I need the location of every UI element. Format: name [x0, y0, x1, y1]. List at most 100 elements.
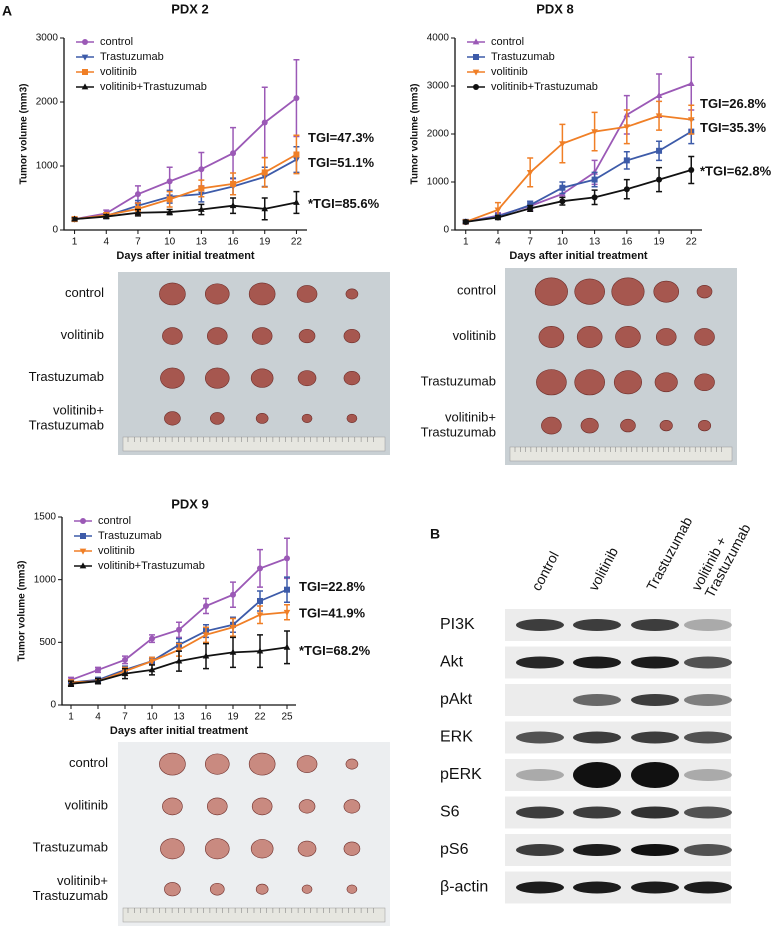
- blot-band: [516, 881, 564, 894]
- tumor: [345, 758, 359, 770]
- x-axis-label: Days after initial treatment: [110, 725, 248, 737]
- y-tick-label: 3000: [36, 33, 59, 44]
- data-point: [202, 632, 210, 639]
- tumor: [251, 327, 273, 345]
- tumor: [250, 368, 274, 388]
- legend-marker: [81, 83, 89, 90]
- data-point: [166, 178, 173, 185]
- tumor: [615, 326, 641, 348]
- tumor: [251, 797, 273, 816]
- photo-row-label-line: volitinib+: [53, 403, 104, 418]
- x-tick-label: 7: [527, 237, 533, 248]
- data-point: [203, 602, 209, 609]
- x-tick-label: 10: [557, 237, 569, 248]
- legend-label: volitinib+Trastuzumab: [98, 560, 205, 572]
- blot-band: [516, 769, 564, 781]
- data-point: [230, 150, 237, 157]
- data-point: [494, 214, 501, 221]
- data-point: [229, 202, 237, 209]
- legend-marker: [82, 39, 88, 45]
- tumor: [694, 373, 715, 392]
- tumor: [248, 282, 276, 306]
- annotation: *TGI=68.2%: [299, 643, 371, 658]
- series-line: [74, 201, 297, 221]
- tumor: [538, 326, 565, 348]
- tumor: [204, 753, 230, 775]
- data-point: [149, 635, 155, 642]
- y-tick-label: 1000: [36, 161, 59, 172]
- blot-band: [684, 619, 732, 631]
- x-tick-label: 19: [259, 237, 271, 248]
- y-tick-label: 0: [52, 225, 58, 236]
- tumor: [255, 883, 269, 895]
- data-point: [95, 666, 101, 673]
- data-point: [166, 208, 173, 215]
- blot-row-label: pERK: [440, 766, 482, 783]
- legend-marker: [80, 533, 86, 539]
- data-point: [94, 677, 102, 684]
- photo-row-label-line: Trastuzumab: [421, 374, 496, 389]
- data-point: [687, 80, 695, 86]
- tumor: [697, 419, 712, 432]
- blot-band: [631, 656, 679, 669]
- data-point: [293, 151, 300, 158]
- data-point: [229, 624, 237, 631]
- photo-row-label-line: control: [457, 283, 496, 298]
- tumor: [204, 283, 230, 305]
- photo-row-label: volitinib: [61, 327, 104, 342]
- x-axis-label: Days after initial treatment: [509, 250, 647, 262]
- tumor: [159, 282, 186, 306]
- legend-label: Trastuzumab: [100, 51, 164, 63]
- y-axis-label: Tumor volume (mm3): [17, 561, 28, 662]
- data-point: [202, 652, 210, 659]
- tumor: [343, 371, 361, 386]
- photo-row-label: volitinib: [65, 798, 108, 813]
- blot-band: [631, 694, 679, 706]
- x-tick-label: 13: [196, 237, 208, 248]
- chart-title: PDX 9: [171, 496, 209, 511]
- data-point: [198, 205, 205, 212]
- photo-row-label-line: control: [69, 756, 108, 771]
- blot-row-label: pAkt: [440, 691, 473, 708]
- legend-label: volitinib: [100, 66, 137, 78]
- blot-column-label: volitinib +Trastuzumab: [688, 514, 754, 600]
- x-tick-label: 16: [621, 237, 633, 248]
- blot-band: [573, 762, 621, 788]
- data-point: [230, 180, 237, 187]
- tumor: [613, 370, 643, 395]
- tumor: [164, 411, 181, 426]
- blot-band: [631, 844, 679, 856]
- photo-row-label: volitinib+ Trastuzumab: [421, 410, 496, 440]
- annotation: TGI=22.8%: [299, 579, 366, 594]
- data-point: [283, 643, 291, 650]
- y-tick-label: 4000: [427, 33, 450, 44]
- blot-column-label: control: [528, 549, 562, 594]
- photo-row-label: control: [65, 285, 104, 300]
- tumor: [162, 327, 183, 345]
- data-point: [256, 612, 264, 619]
- legend-marker: [472, 69, 480, 76]
- blot-column-label-line: control: [528, 549, 562, 594]
- blot-row-label: β-actin: [440, 879, 488, 896]
- blot-row-label: ERK: [440, 729, 473, 746]
- series-line: [465, 169, 692, 223]
- tumor: [343, 841, 361, 856]
- x-tick-label: 4: [495, 237, 501, 248]
- blot-row-label: Akt: [440, 654, 464, 671]
- panel-label: B: [430, 526, 440, 542]
- blot-band: [684, 881, 732, 894]
- data-point: [591, 129, 598, 136]
- photo-row-label: volitinib+ Trastuzumab: [29, 403, 104, 433]
- photo-row-label-line: Trastuzumab: [29, 418, 104, 433]
- data-point: [527, 205, 534, 212]
- tumor: [574, 278, 605, 305]
- data-point: [494, 207, 502, 214]
- annotation: TGI=47.3%: [308, 130, 375, 145]
- tumor: [301, 413, 313, 423]
- legend-marker: [473, 84, 479, 90]
- blot-band: [631, 762, 679, 788]
- blot-band: [631, 806, 679, 819]
- legend-label: volitinib+Trastuzumab: [100, 81, 207, 93]
- blot-band: [631, 881, 679, 894]
